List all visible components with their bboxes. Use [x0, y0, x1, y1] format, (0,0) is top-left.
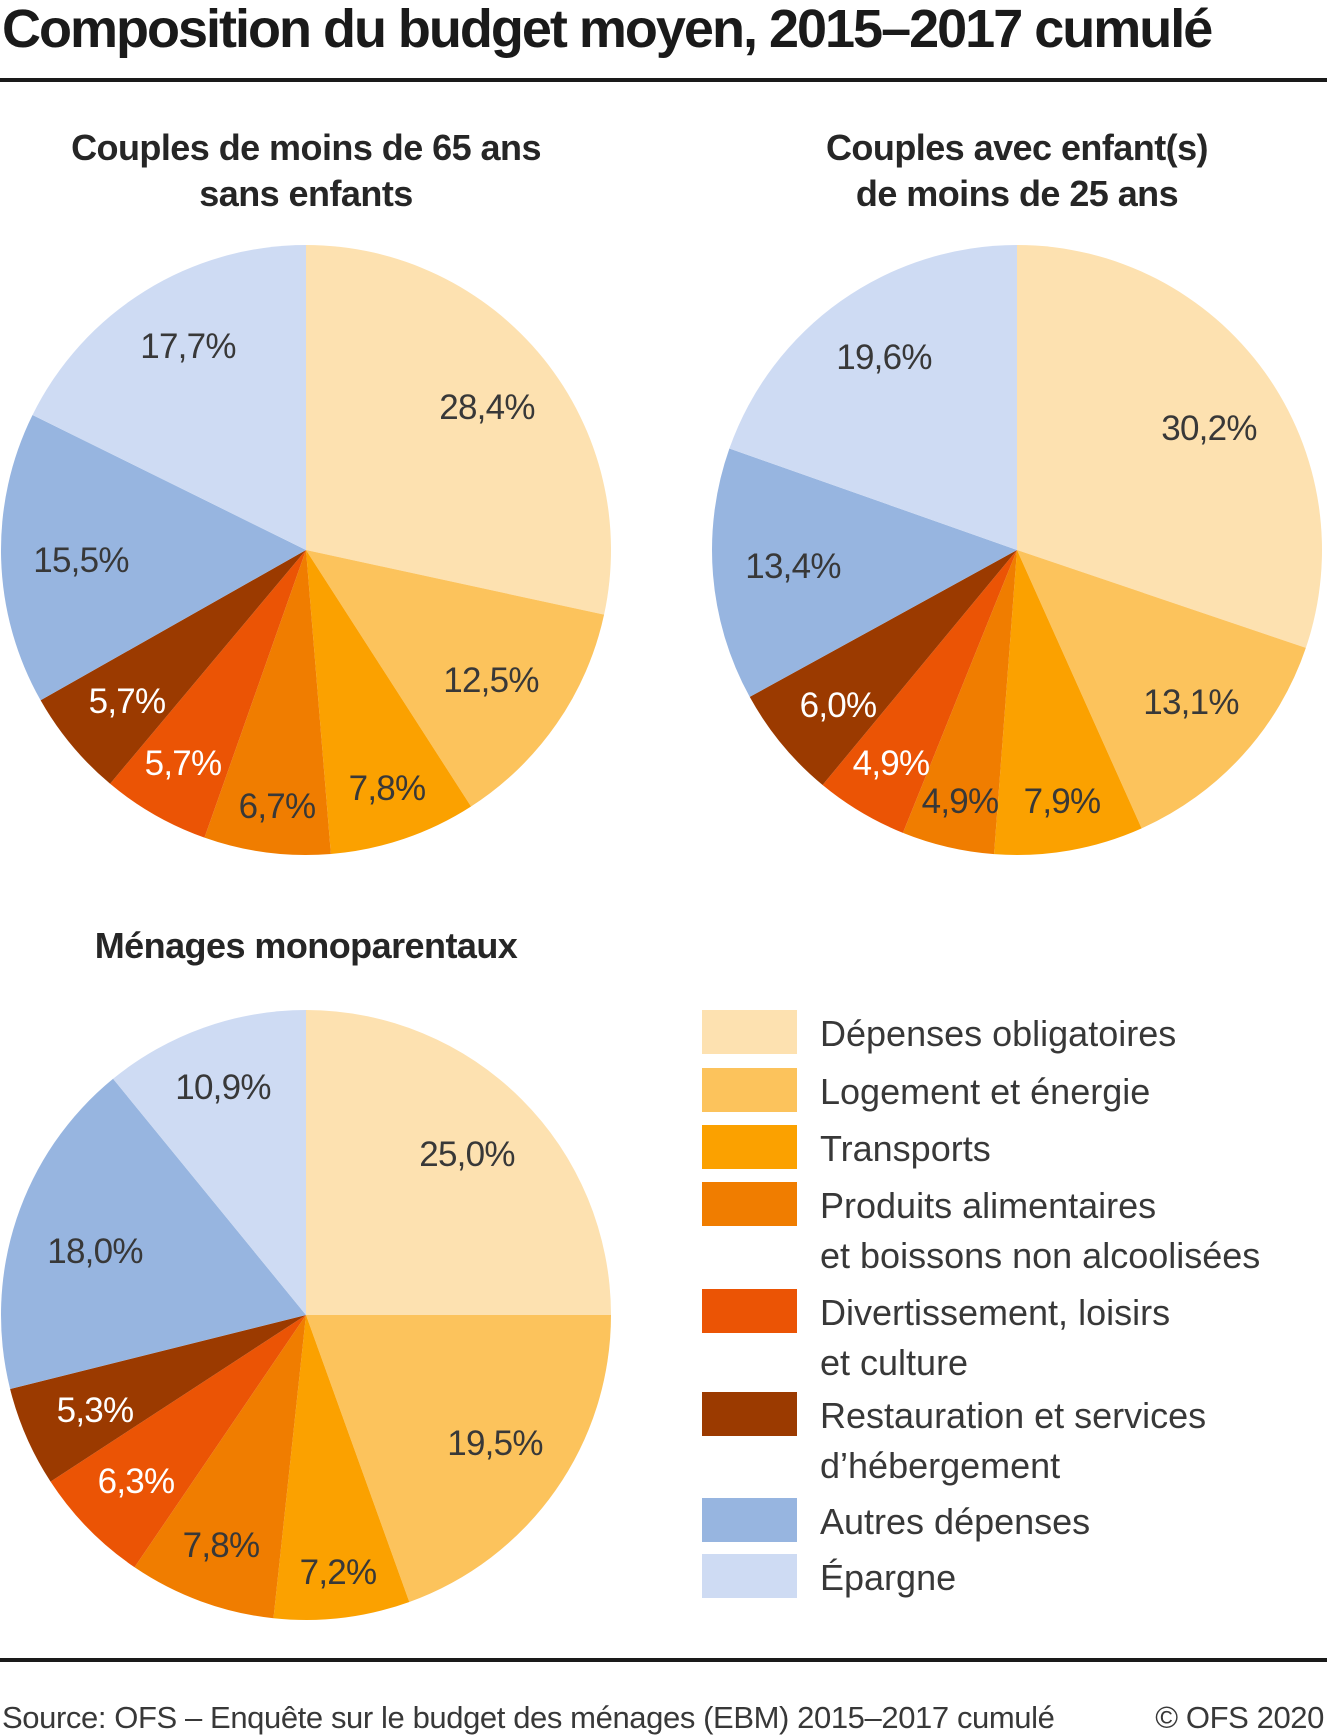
svg-text:Composition du budget moyen, 2: Composition du budget moyen, 2015–2017 c… — [2, 0, 1212, 59]
svg-text:7,2%: 7,2% — [300, 1553, 377, 1592]
svg-text:Logement et énergie: Logement et énergie — [820, 1071, 1150, 1112]
svg-text:Produits alimentaires: Produits alimentaires — [820, 1185, 1156, 1226]
svg-text:5,3%: 5,3% — [57, 1391, 134, 1430]
svg-text:Épargne: Épargne — [820, 1557, 956, 1598]
svg-text:Autres dépenses: Autres dépenses — [820, 1501, 1090, 1542]
svg-text:Divertissement, loisirs: Divertissement, loisirs — [820, 1292, 1170, 1333]
svg-text:5,7%: 5,7% — [89, 682, 166, 721]
svg-text:5,7%: 5,7% — [145, 744, 222, 783]
svg-text:12,5%: 12,5% — [443, 661, 539, 700]
svg-text:4,9%: 4,9% — [922, 782, 999, 821]
svg-text:17,7%: 17,7% — [140, 327, 236, 366]
svg-text:15,5%: 15,5% — [33, 541, 129, 580]
svg-text:Transports: Transports — [820, 1128, 991, 1169]
svg-text:4,9%: 4,9% — [853, 744, 930, 783]
svg-text:7,8%: 7,8% — [183, 1526, 260, 1565]
svg-text:13,4%: 13,4% — [745, 547, 841, 586]
svg-text:© OFS 2020: © OFS 2020 — [1155, 1700, 1324, 1735]
svg-text:Couples avec enfant(s): Couples avec enfant(s) — [826, 127, 1208, 168]
svg-text:et culture: et culture — [820, 1342, 968, 1383]
svg-text:de moins de 25 ans: de moins de 25 ans — [856, 173, 1178, 214]
svg-text:sans enfants: sans enfants — [199, 173, 412, 214]
svg-text:Source: OFS – Enquête sur le b: Source: OFS – Enquête sur le budget des … — [2, 1700, 1054, 1735]
svg-text:28,4%: 28,4% — [439, 388, 535, 427]
svg-text:10,9%: 10,9% — [175, 1068, 271, 1107]
svg-text:et boissons non alcoolisées: et boissons non alcoolisées — [820, 1235, 1260, 1276]
svg-text:Restauration et services: Restauration et services — [820, 1395, 1206, 1436]
svg-text:25,0%: 25,0% — [419, 1135, 515, 1174]
svg-text:30,2%: 30,2% — [1161, 409, 1257, 448]
svg-text:18,0%: 18,0% — [47, 1232, 143, 1271]
svg-text:19,5%: 19,5% — [447, 1424, 543, 1463]
svg-text:d’hébergement: d’hébergement — [820, 1445, 1060, 1486]
svg-text:Couples de moins de 65 ans: Couples de moins de 65 ans — [71, 127, 541, 168]
svg-text:6,0%: 6,0% — [800, 686, 877, 725]
svg-text:13,1%: 13,1% — [1143, 683, 1239, 722]
svg-text:6,3%: 6,3% — [98, 1462, 175, 1501]
svg-text:7,8%: 7,8% — [349, 769, 426, 808]
svg-text:7,9%: 7,9% — [1024, 782, 1101, 821]
svg-text:Ménages monoparentaux: Ménages monoparentaux — [95, 925, 518, 966]
svg-text:6,7%: 6,7% — [239, 787, 316, 826]
svg-text:19,6%: 19,6% — [836, 338, 932, 377]
svg-text:Dépenses obligatoires: Dépenses obligatoires — [820, 1013, 1176, 1054]
